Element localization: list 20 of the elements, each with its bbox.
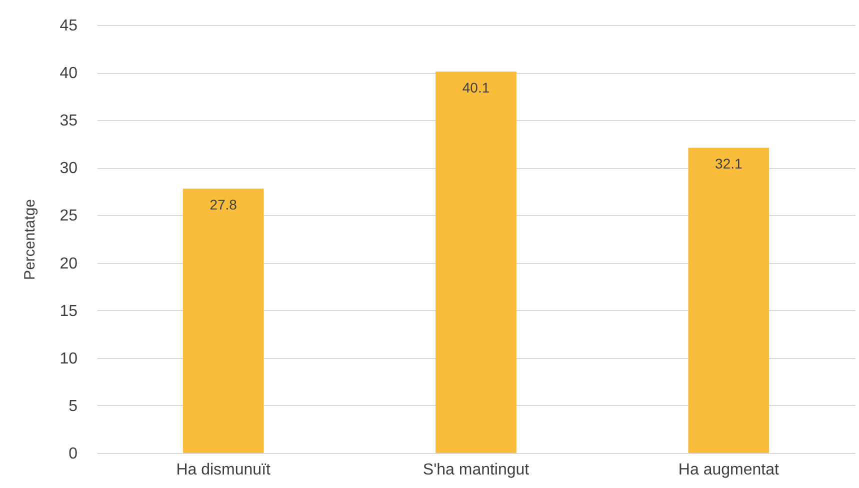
y-tick-label: 30 <box>60 160 78 178</box>
bar <box>688 148 770 453</box>
data-label: 32.1 <box>715 156 743 172</box>
y-tick-label: 10 <box>60 350 78 368</box>
y-tick-label: 0 <box>68 446 78 462</box>
x-tick-label: Ha augmentat <box>678 462 780 478</box>
y-tick-label: 20 <box>60 255 78 272</box>
x-tick-label: S'ha mantingut <box>422 462 530 478</box>
bar <box>182 188 264 453</box>
y-tick-label: 5 <box>68 398 78 415</box>
y-tick-label: 15 <box>60 302 78 320</box>
y-tick-label: 25 <box>60 208 78 225</box>
y-tick-label: 45 <box>60 18 78 34</box>
x-tick-label: Ha dismunuït <box>176 462 272 478</box>
data-label: 27.8 <box>210 196 238 213</box>
data-label: 40.1 <box>462 80 490 96</box>
y-tick-label: 40 <box>60 65 78 82</box>
bar <box>436 72 516 453</box>
y-axis-title: Percentatge <box>22 199 39 280</box>
y-tick-label: 35 <box>60 112 78 130</box>
